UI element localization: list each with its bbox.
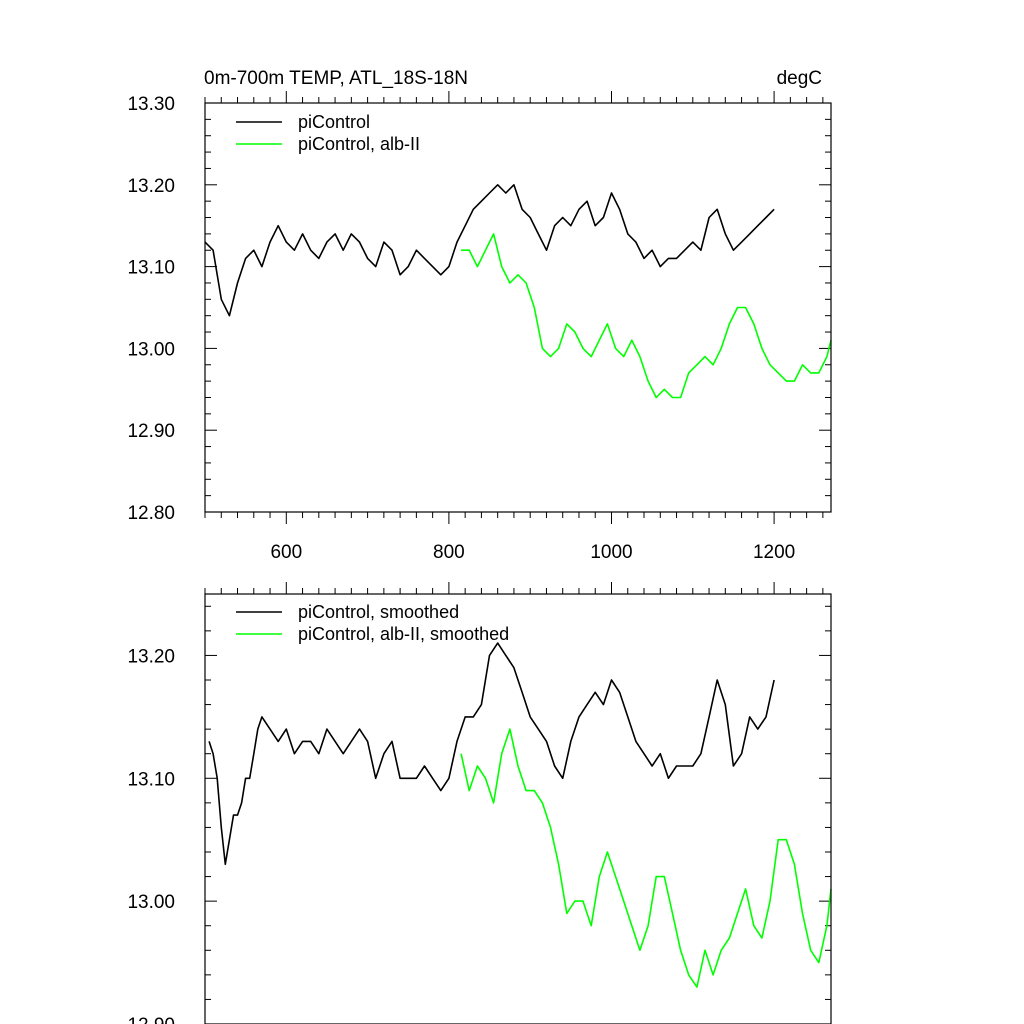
series-line-picontrol-alb-ii [461,233,832,399]
y-tick-label: 13.20 [127,646,175,667]
x-tick-label: 1200 [753,542,795,563]
bottom-panel-tick-labels: 12.90 13.00 13.10 13.20 [127,646,175,1024]
top-panel-units: degC [777,68,822,89]
y-tick-label: 13.10 [127,258,175,279]
legend-label-picontrol: piControl [298,112,370,132]
top-panel-ticks [204,91,831,524]
bottom-panel-frame [204,593,832,1024]
x-tick-label: 1000 [590,542,632,563]
y-tick-label: 12.90 [127,421,175,442]
legend-label-picontrol-alb-ii-smoothed: piControl, alb-II, smoothed [298,624,509,644]
top-panel: 0m-700m TEMP, ATL_18S-18N degC 12.80 12.9… [127,68,832,563]
bottom-panel-legend: piControl, smoothed piControl, alb-II, s… [236,602,509,644]
y-tick-label: 13.30 [127,94,175,115]
series-line-picontrol [204,184,775,317]
y-tick-label: 13.10 [127,769,175,790]
y-tick-label: 12.90 [127,1015,175,1024]
top-panel-tick-labels: 12.80 12.90 13.00 13.10 13.20 13.30 600 800 1000… [127,94,795,563]
top-panel-frame [204,102,832,513]
legend-label-picontrol-smoothed: piControl, smoothed [298,602,459,622]
y-tick-label: 13.00 [127,892,175,913]
x-tick-label: 800 [433,542,465,563]
top-panel-title: 0m-700m TEMP, ATL_18S-18N [204,68,468,89]
series-line-picontrol-smoothed [208,642,775,866]
bottom-panel-series [208,642,832,988]
y-tick-label: 12.80 [127,503,175,524]
y-tick-label: 13.00 [127,339,175,360]
top-panel-series [204,184,832,399]
legend-label-picontrol-alb-ii: piControl, alb-II [298,134,420,154]
bottom-panel: 12.90 13.00 13.10 13.20 piControl, smoothed… [127,582,832,1024]
top-panel-legend: piControl piControl, alb-II [236,112,420,154]
series-line-picontrol-alb-ii-smoothed [460,728,832,988]
x-tick-label: 600 [270,542,302,563]
y-tick-label: 13.20 [127,176,175,197]
